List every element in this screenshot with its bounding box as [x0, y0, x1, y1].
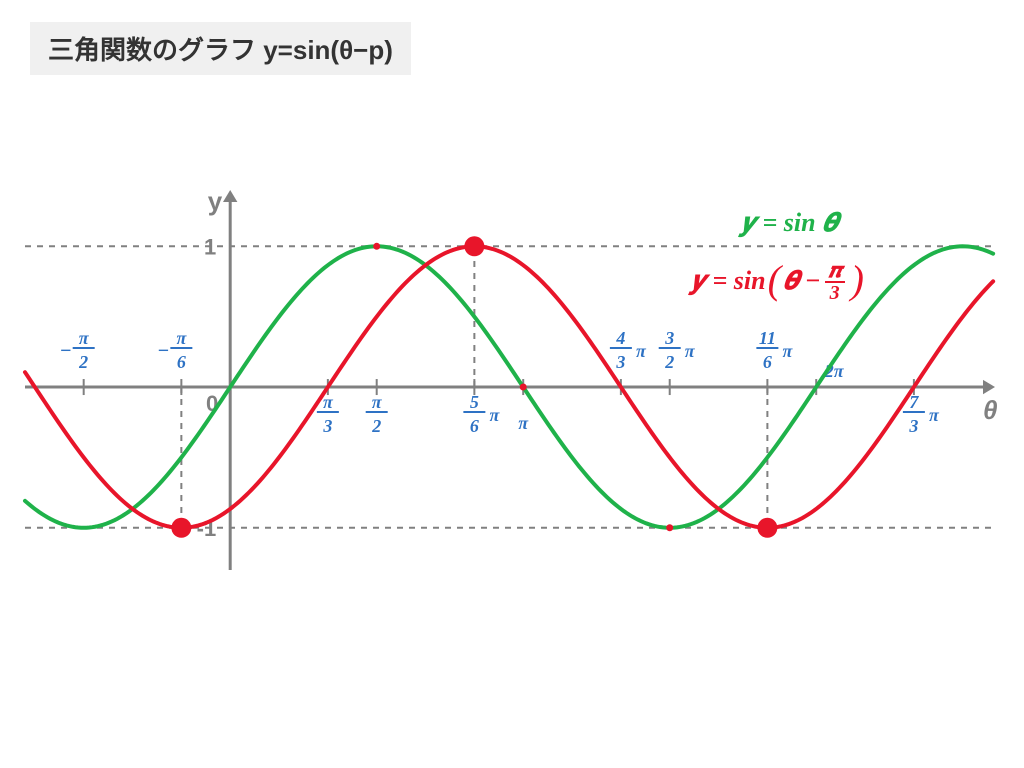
svg-text:6: 6: [177, 352, 186, 372]
svg-text:θ: θ: [983, 395, 998, 425]
svg-text:1: 1: [204, 234, 216, 259]
svg-text:π: π: [782, 341, 793, 361]
svg-text:y: y: [208, 186, 223, 216]
svg-text:4: 4: [615, 328, 625, 348]
chart-svg: yθ10-1−π2−π6π3π256ππ43π32π116π2π73π: [25, 190, 995, 570]
svg-text:3: 3: [615, 352, 625, 372]
svg-text:11: 11: [759, 328, 776, 348]
svg-text:π: π: [685, 341, 696, 361]
svg-text:π: π: [518, 413, 529, 433]
svg-text:π: π: [176, 328, 187, 348]
svg-text:π: π: [489, 405, 500, 425]
svg-text:2: 2: [371, 416, 381, 436]
sine-chart: yθ10-1−π2−π6π3π256ππ43π32π116π2π73π: [25, 190, 995, 570]
svg-text:5: 5: [470, 392, 479, 412]
svg-text:−: −: [60, 340, 72, 362]
page-title: 三角関数のグラフ y=sin(θ−p): [30, 22, 411, 75]
svg-text:π: π: [636, 341, 647, 361]
svg-text:3: 3: [908, 416, 918, 436]
legend-series-1: 𝒚 = sin 𝜽: [740, 208, 838, 239]
svg-text:3: 3: [664, 328, 674, 348]
svg-text:π: π: [929, 405, 940, 425]
svg-text:π: π: [79, 328, 90, 348]
svg-text:−: −: [157, 340, 169, 362]
svg-text:3: 3: [322, 416, 332, 436]
svg-text:2: 2: [664, 352, 674, 372]
svg-text:6: 6: [763, 352, 772, 372]
svg-text:6: 6: [470, 416, 479, 436]
legend-series-2: 𝒚 = sin ( 𝜽 − 𝝅 3 ): [690, 258, 866, 305]
svg-text:2: 2: [78, 352, 88, 372]
svg-text:π: π: [372, 392, 383, 412]
